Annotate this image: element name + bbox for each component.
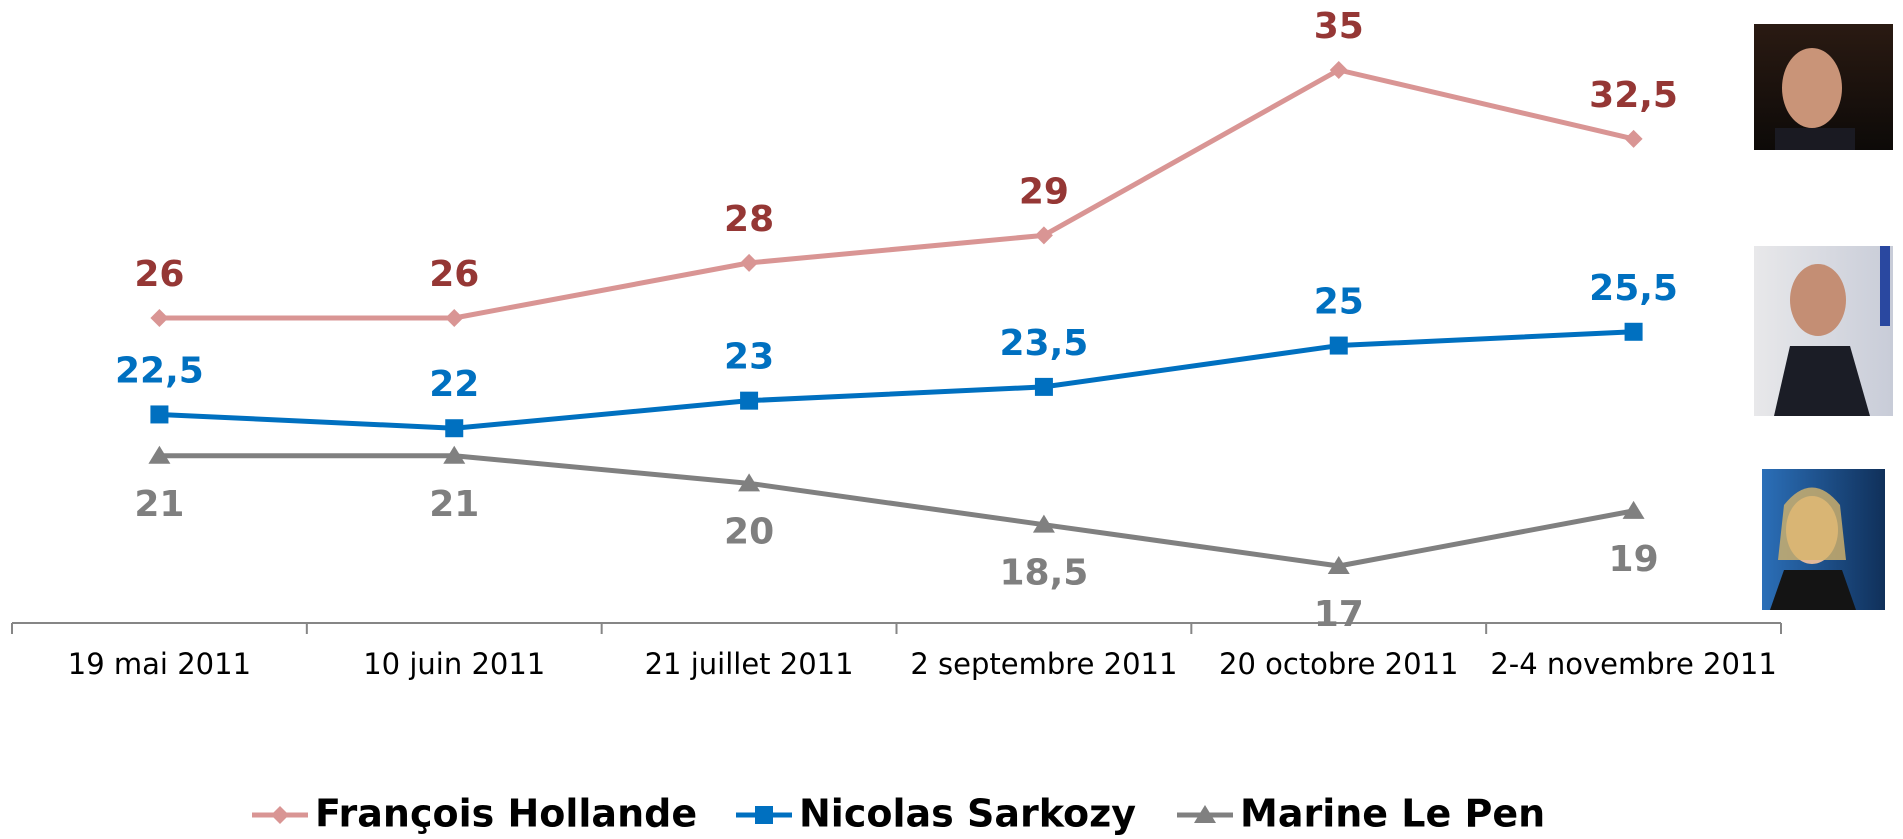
marker [1035, 378, 1053, 396]
line [159, 332, 1633, 428]
marker [445, 309, 463, 327]
portrait [1754, 246, 1893, 416]
data-label: 25 [1314, 282, 1364, 323]
marker [445, 419, 463, 437]
data-label: 22 [429, 364, 479, 405]
page: {"chart_data": {"type": "line", "categor… [0, 0, 1903, 839]
data-label: 35 [1314, 6, 1364, 47]
legend-item: Marine Le Pen [1177, 792, 1545, 836]
data-label: 29 [1019, 171, 1069, 212]
plot-area: 19 mai 2011 10 juin 2011 21 juillet 2011 2 … [12, 6, 1781, 836]
legend-label: François Hollande [315, 792, 697, 836]
marker [150, 405, 168, 423]
portrait [1754, 24, 1893, 150]
portrait [1762, 469, 1885, 610]
marker [150, 309, 168, 327]
marker [740, 254, 758, 272]
line [159, 70, 1633, 318]
legend-label: Nicolas Sarkozy [799, 792, 1136, 836]
series: 21 21 20 18,5 17 19 [134, 446, 1658, 635]
legend-label: Marine Le Pen [1240, 792, 1545, 836]
legend-item: Nicolas Sarkozy [736, 792, 1136, 836]
data-label: 22,5 [115, 350, 204, 391]
chart: 19 mai 2011 10 juin 2011 21 juillet 2011 2 … [0, 0, 1903, 839]
data-label: 32,5 [1589, 75, 1678, 116]
data-label: 21 [429, 484, 479, 525]
data-label: 17 [1314, 594, 1364, 635]
series: 26 26 28 29 35 32,5 [134, 6, 1678, 327]
x-tick-label: 2 septembre 2011 [910, 647, 1177, 681]
data-label: 26 [429, 254, 479, 295]
data-label: 20 [724, 511, 774, 552]
marker [1330, 337, 1348, 355]
x-tick-label: 19 mai 2011 [68, 647, 251, 681]
x-tick-label: 10 juin 2011 [363, 647, 545, 681]
series: 22,5 22 23 23,5 25 25,5 [115, 268, 1678, 437]
data-label: 25,5 [1589, 268, 1678, 309]
marker [740, 392, 758, 410]
data-label: 19 [1609, 539, 1659, 580]
marker [1625, 130, 1643, 148]
legend-item: François Hollande [252, 792, 697, 836]
data-label: 23,5 [1000, 323, 1089, 364]
marker [755, 806, 773, 824]
x-tick-label: 2-4 novembre 2011 [1490, 647, 1777, 681]
x-tick-label: 20 octobre 2011 [1219, 647, 1458, 681]
data-label: 23 [724, 337, 774, 378]
data-label: 21 [134, 484, 184, 525]
data-label: 26 [134, 254, 184, 295]
marker [271, 806, 289, 824]
line [159, 456, 1633, 566]
x-tick-label: 21 juillet 2011 [645, 647, 854, 681]
data-label: 28 [724, 199, 774, 240]
data-label: 18,5 [1000, 553, 1089, 594]
marker [1625, 323, 1643, 341]
